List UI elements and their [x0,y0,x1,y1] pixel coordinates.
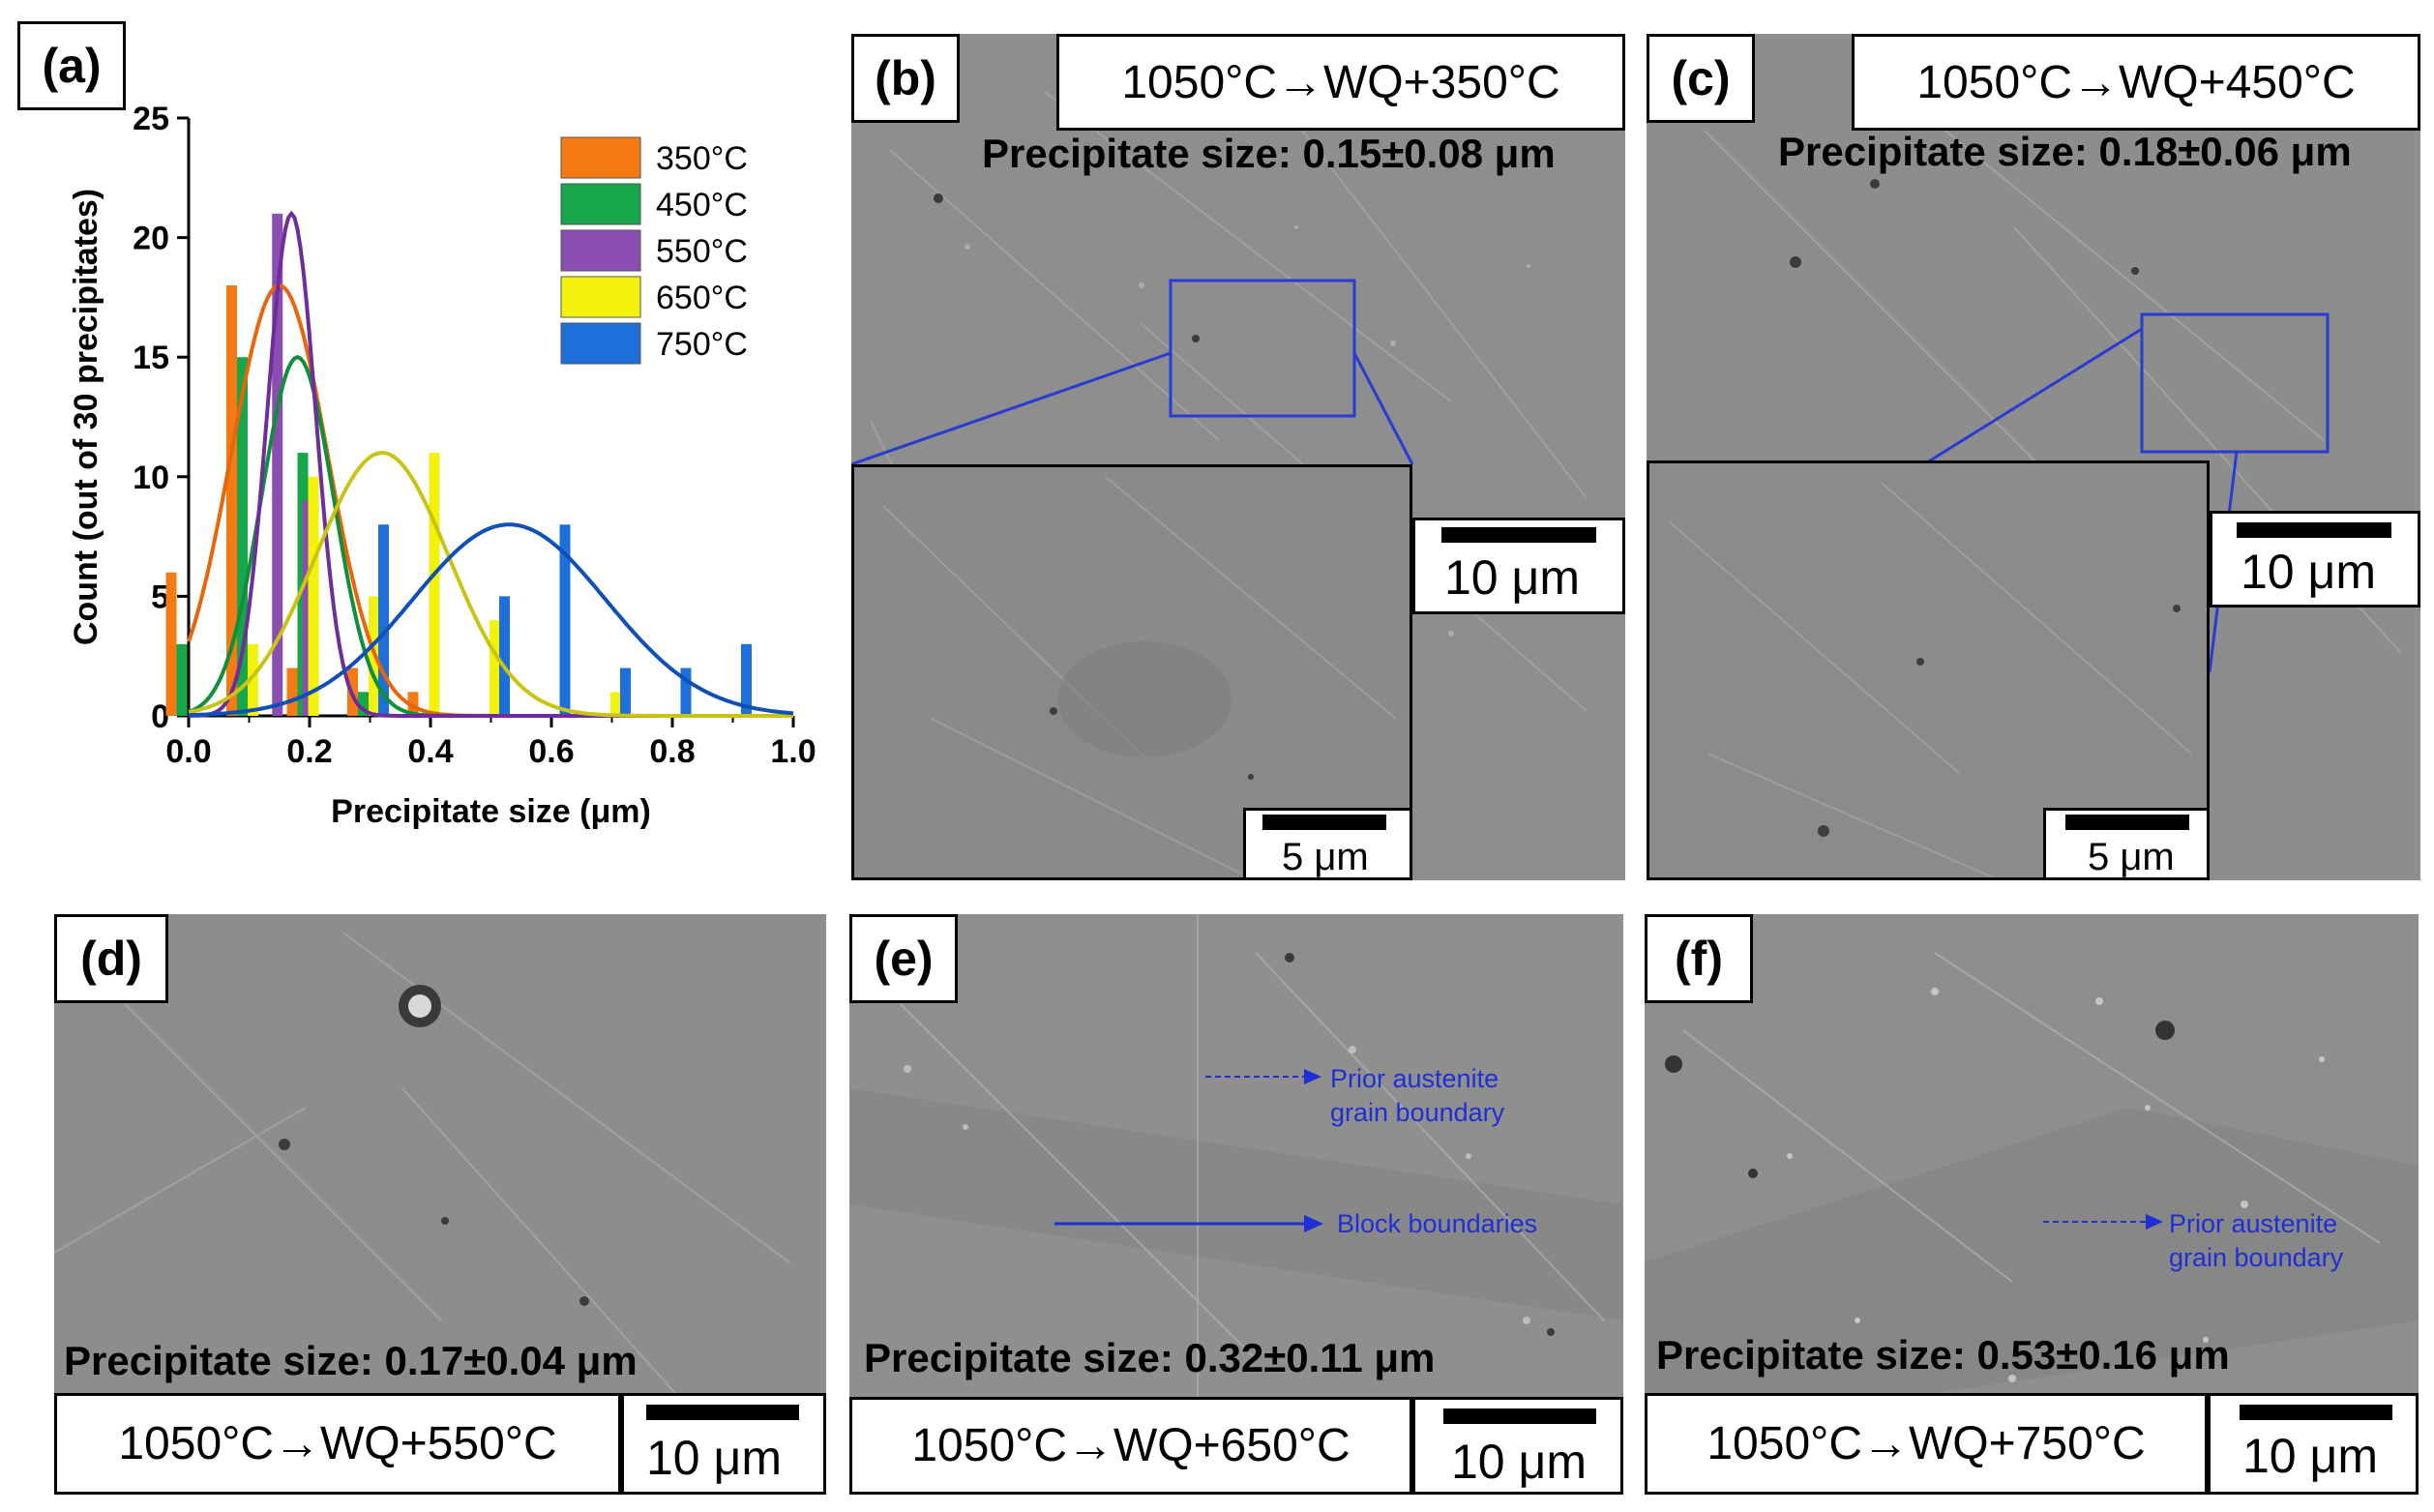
y-tick-label: 20 [133,221,169,257]
panel-e-annotation-line2: grain boundary [1330,1098,1505,1128]
panel-b-precipitate-size: Precipitate size: 0.15±0.08 μm [982,131,1556,176]
bar-650C [610,692,621,716]
legend-label: 750°C [656,326,748,363]
panel-e-scale-label: 10 μm [1451,1435,1587,1489]
panel-d-label: (d) [54,914,168,1003]
panel-e-annotation-block-boundaries: Block boundaries [1337,1209,1538,1238]
legend-label: 350°C [656,140,748,177]
y-tick-label: 0 [151,698,169,735]
panel-b-inset-scale-label: 5 μm [1282,836,1369,878]
fit-curve-650C [188,451,793,718]
panel-b-zoom-box [1169,279,1356,418]
panel-e-precipitate-size: Precipitate size: 0.32±0.11 μm [864,1335,1436,1380]
panel-d-condition: 1050°C→WQ+550°C [54,1393,621,1495]
bar-750C [680,667,692,716]
y-axis-label: Count (out of 30 precipitates) [68,189,104,645]
panel-c-label: (c) [1647,34,1755,123]
legend-swatch [560,229,641,272]
panel-b-scale-label: 10 μm [1444,550,1580,605]
panel-c-scale-label: 10 μm [2241,545,2376,599]
panel-c-inset-texture [1668,482,2192,877]
legend-label: 550°C [656,233,748,270]
x-tick-label: 0.0 [165,733,211,770]
panel-e-condition: 1050°C→WQ+650°C [849,1397,1412,1495]
bar-750C [499,596,510,716]
bar-550C [302,500,313,716]
panel-d-precipitate-size: Precipitate size: 0.17±0.04 μm [64,1338,638,1383]
panel-d-scale-label: 10 μm [646,1431,782,1485]
panel-c-inset-scale-label: 5 μm [2088,836,2175,878]
bar-750C [741,643,752,716]
legend-label: 450°C [656,187,748,223]
legend-swatch [560,322,641,365]
bar-350C [165,572,177,716]
x-tick-label: 0.2 [286,733,332,770]
bar-650C [490,620,500,716]
panel-f-scale-label: 10 μm [2242,1429,2378,1483]
fit-curve-750C [188,522,794,718]
precipitate-size-histogram: 0.0 0.2 0.4 0.6 0.8 1.0 0 5 10 15 20 25 Precipitate … [58,97,832,851]
x-tick-label: 0.8 [649,733,695,770]
bar-550C [272,213,283,716]
x-tick-label: 1.0 [770,733,816,770]
panel-b-label: (b) [851,34,960,123]
y-tick-label: 25 [133,101,169,137]
bar-350C [226,285,237,716]
bar-650C [429,453,440,716]
panel-f-scale-bar [2240,1405,2392,1420]
legend-swatch [560,276,641,318]
panel-a-label: (a) [17,21,126,110]
panel-f-annotation-line2: grain boundary [2169,1243,2344,1273]
panel-b-zoom-lines [851,279,1414,466]
bar-650C [248,643,258,716]
panel-b-inset-texture [882,476,1397,875]
bar-750C [620,667,631,716]
panel-f-label: (f) [1645,914,1753,1003]
y-tick-label: 5 [151,578,169,615]
panel-c-scale-bar [2237,522,2391,538]
panel-f-condition: 1050°C→WQ+750°C [1645,1393,2208,1495]
bar-450C [358,692,369,716]
panel-c-precipitate-size: Precipitate size: 0.18±0.06 μm [1778,129,2352,174]
bar-450C [176,643,188,716]
panel-b-scale-bar [1441,527,1596,543]
panel-e-arrows [1054,1069,1323,1232]
panel-e-scale-bar [1443,1408,1596,1424]
histogram-svg: 0.0 0.2 0.4 0.6 0.8 1.0 0 5 10 15 20 25 Precipitate … [68,101,816,830]
panel-f-annotation-prior-austenite: Prior austenite grain boundary [2169,1207,2343,1275]
panel-c-inset-scale-bar [2065,815,2189,830]
bar-750C [559,524,571,716]
panel-c-condition: 1050°C→WQ+450°C [1852,34,2420,131]
x-tick-label: 0.6 [528,733,574,770]
panel-b-inset-scale-bar [1262,815,1386,830]
bar-350C [407,692,419,716]
legend-label: 650°C [656,280,748,316]
bar-450C [237,357,248,716]
panel-e-label: (e) [849,914,958,1003]
panel-f-precipitate-size: Precipitate size: 0.53±0.16 μm [1656,1332,2230,1378]
panel-c-zoom-box [2140,312,2330,454]
bar-350C [286,667,298,716]
panel-f-annotation-line1: Prior austenite [2169,1209,2338,1238]
legend-swatch [560,183,641,225]
panel-e-annotation-line1: Prior austenite [1330,1064,1499,1093]
legend-swatch [560,136,641,179]
panel-d-scale-bar [646,1405,799,1420]
x-tick-label: 0.4 [407,733,453,770]
bar-750C [378,524,389,716]
bar-650C [308,476,319,716]
panel-f-arrow [2043,1214,2163,1230]
x-axis-label: Precipitate size (μm) [331,793,651,830]
y-tick-label: 15 [133,340,169,376]
y-tick-label: 10 [133,460,169,496]
panel-e-annotation-prior-austenite: Prior austenite grain boundary [1330,1062,1504,1130]
panel-b-condition: 1050°C→WQ+350°C [1056,34,1625,131]
